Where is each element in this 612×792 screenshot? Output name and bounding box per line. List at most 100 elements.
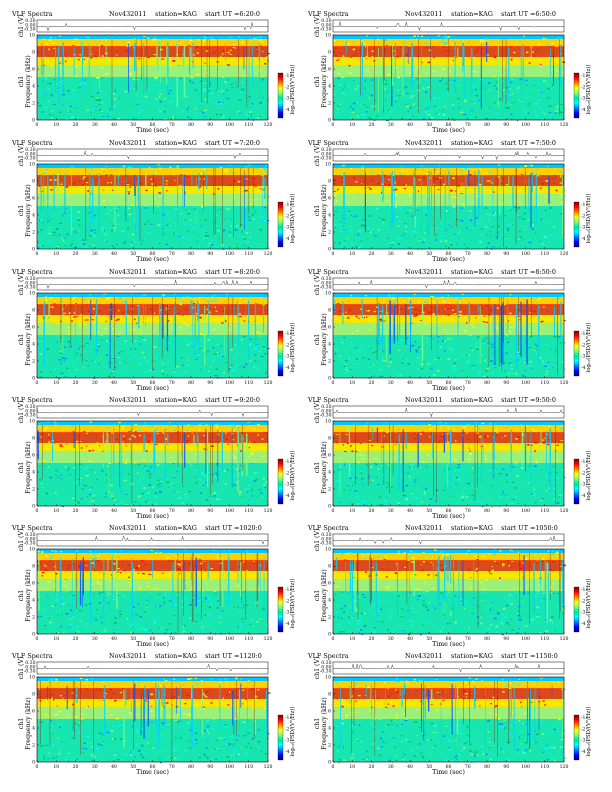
time-tick-label: 50: [130, 764, 136, 770]
time-tick-label: 80: [188, 380, 194, 386]
time-tick-label: 40: [111, 380, 117, 386]
time-tick-label: 20: [73, 636, 79, 642]
freq-tick-label: 0: [328, 247, 331, 253]
panel-header-title: VLF Spectra: [307, 524, 349, 532]
time-tick-label: 80: [484, 122, 490, 128]
time-tick-label: 110: [540, 380, 549, 386]
freq-tick-label: 0: [32, 247, 35, 253]
freq-tick-label: 10: [325, 547, 331, 553]
freq-axis-label: Frequency (kHz): [321, 55, 328, 108]
time-tick-label: 20: [369, 251, 375, 257]
time-tick-label: 100: [521, 380, 530, 386]
time-tick-label: 50: [426, 764, 432, 770]
time-tick-label: 40: [407, 508, 413, 514]
spectrogram: [37, 164, 271, 250]
ch1-tick-label: 0.30: [321, 147, 331, 153]
panel-header-date: Nov432011: [405, 396, 442, 404]
freq-axis-label: Frequency (kHz): [25, 697, 32, 750]
panel-header-start-ut: start UT =1150:0: [501, 652, 558, 660]
panel-12: VLF Spectra Nov432011 station=KAG start UT …: [307, 652, 592, 776]
freq-tick-label: 0: [328, 376, 331, 382]
ch1-axis-label: ch1 (V): [314, 401, 321, 424]
freq-tick-label: 4: [328, 726, 331, 732]
ch1-tick-label: -0.30: [320, 669, 332, 675]
panel-header-station: station=KAG: [155, 268, 197, 276]
trace-frame: [36, 405, 269, 419]
panel-header-station: station=KAG: [451, 268, 493, 276]
freq-tick-label: 0: [32, 118, 35, 124]
time-tick-label: 30: [388, 122, 394, 128]
time-tick-label: 110: [540, 636, 549, 642]
spectrogram: [37, 293, 270, 380]
time-tick-label: 50: [130, 251, 136, 257]
trace-frame: [36, 661, 269, 675]
panel-5: VLF Spectra Nov432011 station=KAG start UT …: [11, 268, 296, 392]
freq-tick-label: 0: [328, 504, 331, 510]
ch1-tick-label: 0.30: [25, 404, 35, 410]
time-tick-label: 70: [169, 764, 175, 770]
ch1-tick-label: 0.30: [25, 18, 35, 24]
spectrogram: [333, 293, 567, 379]
freq-tick-label: 6: [32, 581, 35, 587]
time-tick-label: 80: [188, 251, 194, 257]
colorbar-tick-label: -3: [285, 610, 290, 616]
colorbar-tick-label: -1: [285, 202, 290, 208]
time-tick-label: 20: [369, 764, 375, 770]
ch1-tick-label: 0.00: [25, 536, 35, 542]
time-tick-label: 60: [150, 380, 156, 386]
freq-tick-label: 8: [328, 308, 331, 314]
panel-header-start-ut: start UT =1120:0: [205, 652, 262, 660]
colorbar-label: log₁₀(PSD/(V²/Hz)): [585, 193, 592, 243]
time-tick-label: 60: [446, 764, 452, 770]
freq-tick-label: 0: [32, 760, 35, 766]
panel-header-start-ut: start UT =6:50:0: [501, 10, 556, 18]
trace-frame: [332, 277, 565, 291]
ch1-tick-label: 0.30: [25, 532, 35, 538]
time-tick-label: 90: [503, 636, 509, 642]
time-tick-label: 120: [560, 251, 569, 257]
colorbar-tick-label: -1: [285, 459, 290, 465]
panel-header-date: Nov432011: [109, 396, 146, 404]
time-tick-label: 90: [207, 764, 213, 770]
freq-tick-label: 10: [29, 291, 35, 297]
time-tick-label: 50: [130, 122, 136, 128]
time-tick-label: 70: [465, 508, 471, 514]
colorbar-tick-label: -1: [581, 331, 586, 337]
spectrogram: [333, 421, 566, 508]
panel-8: VLF Spectra Nov432011 station=KAG start UT …: [307, 396, 592, 520]
time-tick-label: 20: [369, 122, 375, 128]
panel-header-title: VLF Spectra: [307, 268, 349, 276]
trace-frame: [332, 148, 565, 162]
time-tick-label: 40: [407, 636, 413, 642]
ch1-trace: [36, 279, 269, 290]
colorbar-tick-label: -3: [285, 354, 290, 360]
panel-1: VLF Spectra Nov432011 station=KAG start UT …: [11, 10, 296, 134]
panel-header-start-ut: start UT =1020:0: [205, 524, 262, 532]
freq-tick-label: 2: [328, 101, 331, 107]
time-tick-label: 110: [244, 508, 253, 514]
ch1-tick-label: 0.30: [25, 147, 35, 153]
time-tick-label: 120: [560, 380, 569, 386]
freq-tick-label: 2: [328, 359, 331, 365]
panel-header-start-ut: start UT =7:20:0: [205, 139, 260, 147]
freq-axis-channel-label: ch1: [314, 462, 321, 473]
time-tick-label: 30: [92, 122, 98, 128]
colorbar-tick-label: -4: [581, 107, 586, 113]
colorbar-tick-label: -4: [581, 236, 586, 242]
ch1-tick-label: -0.30: [24, 285, 36, 291]
freq-tick-label: 8: [328, 692, 331, 698]
trace-frame: [36, 148, 269, 162]
ch1-trace: [332, 280, 565, 289]
ch1-axis-label: ch1 (V): [18, 401, 25, 424]
freq-tick-label: 6: [328, 453, 331, 459]
freq-tick-label: 2: [32, 743, 35, 749]
time-tick-label: 90: [207, 636, 213, 642]
time-tick-label: 70: [465, 251, 471, 257]
ch1-trace: [333, 535, 565, 545]
time-tick-label: 60: [446, 251, 452, 257]
colorbar: [573, 201, 580, 248]
time-tick-label: 120: [560, 764, 569, 770]
time-tick-label: 0: [332, 251, 335, 257]
trace-frame: [332, 19, 565, 33]
